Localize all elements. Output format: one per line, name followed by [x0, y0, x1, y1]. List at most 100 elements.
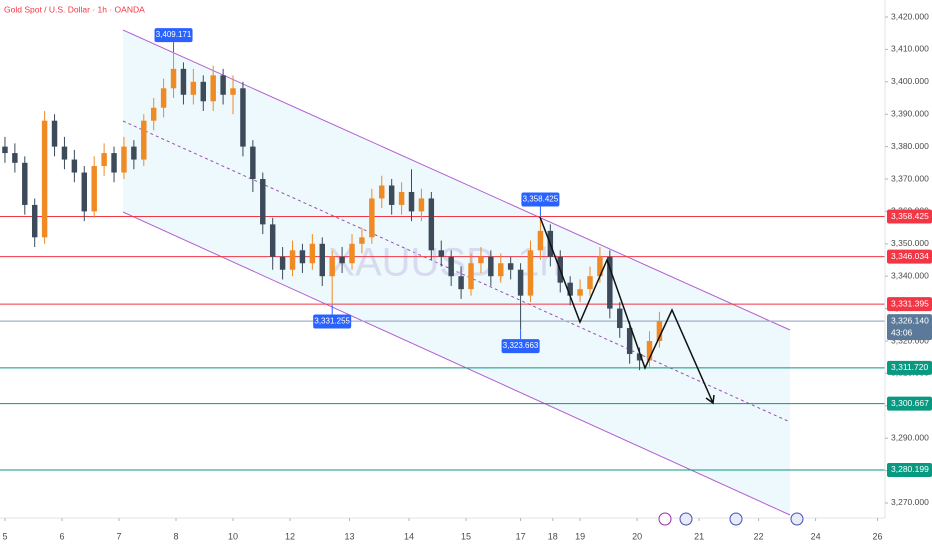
level-label: 3,358.425	[891, 211, 929, 221]
level-label: 3,311.720	[891, 362, 928, 372]
x-tick-label: 6	[59, 531, 64, 541]
candle-body	[260, 179, 266, 225]
candle-body	[656, 321, 663, 342]
candle-body	[428, 198, 435, 251]
candle-body	[458, 276, 464, 290]
x-tick-label: 15	[461, 531, 471, 541]
event-icon[interactable]	[679, 512, 693, 526]
x-tick-label: 18	[548, 531, 558, 541]
event-icon[interactable]	[658, 512, 672, 526]
candle-body	[12, 153, 18, 163]
level-tag	[887, 249, 932, 264]
candle-body	[359, 237, 365, 244]
annotation-box	[521, 192, 560, 207]
level-tag	[887, 297, 932, 312]
candle-body	[527, 250, 534, 296]
y-tick-label: 3,400.000	[891, 76, 929, 86]
candle-body	[41, 120, 48, 238]
annotation-label: 3,331.255	[314, 317, 350, 326]
candle-body	[309, 243, 316, 264]
x-tick-label: 22	[754, 531, 764, 541]
candle-body	[121, 146, 127, 173]
candle-body	[200, 81, 207, 102]
candle-body	[626, 328, 633, 354]
level-label: 3,346.034	[891, 251, 929, 261]
watermark: XAUUSD, 1h	[328, 241, 561, 285]
x-tick-label: 13	[345, 531, 355, 541]
x-tick-label: 20	[632, 531, 642, 541]
candle-body	[250, 146, 256, 180]
x-tick-label: 17	[516, 531, 526, 541]
candle-body	[299, 250, 306, 264]
annotation-label: 3,358.425	[523, 195, 559, 204]
candle-body	[210, 75, 216, 102]
candle-body	[339, 256, 345, 264]
candle-body	[71, 159, 78, 173]
event-icon[interactable]	[729, 512, 743, 526]
level-label: 3,280.199	[891, 464, 929, 474]
channel-fill	[123, 30, 790, 515]
x-tick-label: 26	[873, 531, 883, 541]
x-tick-label: 10	[228, 531, 238, 541]
candle-body	[22, 162, 28, 205]
y-tick-label: 3,340.000	[891, 270, 929, 280]
candle-body	[170, 68, 177, 89]
level-label: 3,331.395	[891, 298, 929, 308]
annotation-box	[501, 339, 540, 354]
candle-body	[507, 263, 514, 270]
candle-body	[597, 256, 603, 277]
candle-body	[478, 256, 484, 264]
y-tick-label: 3,390.000	[891, 108, 929, 118]
candle-body	[190, 81, 197, 95]
annotation-label: 3,323.663	[503, 341, 539, 350]
candle-body	[240, 88, 246, 147]
candle-body	[111, 153, 117, 173]
annotations: 3,409.171 3,358.425 3,331.255 3,323.663	[154, 28, 560, 354]
candle-body	[646, 341, 653, 361]
candle-body	[230, 88, 236, 95]
candle-body	[319, 243, 325, 277]
candle-body	[2, 146, 8, 154]
x-tick-label: 19	[575, 531, 585, 541]
level-tag	[887, 314, 932, 341]
candle-body	[160, 88, 167, 108]
annotation-label: 3,409.171	[156, 30, 192, 39]
candle-body	[537, 230, 544, 251]
x-tick-label: 5	[2, 531, 7, 541]
candle-body	[448, 256, 454, 277]
candle-body	[131, 146, 137, 160]
candle-body	[51, 120, 58, 147]
candle-body	[349, 243, 355, 264]
channel-lower	[122, 211, 791, 516]
x-tick-label: 14	[404, 531, 414, 541]
event-icon[interactable]	[790, 512, 804, 526]
level-label: 3,300.667	[891, 398, 929, 408]
y-tick-label: 3,410.000	[891, 44, 929, 54]
candle-body	[31, 204, 38, 238]
x-tick-label: 8	[174, 531, 179, 541]
candle-body	[587, 276, 593, 290]
projection-arrow	[705, 394, 715, 405]
level-tag	[887, 462, 932, 477]
annotation-box	[154, 28, 193, 43]
candle-body	[418, 198, 425, 212]
y-tick-label: 3,420.000	[891, 11, 929, 21]
channel-upper	[122, 29, 791, 331]
candle-body	[329, 256, 335, 277]
candle-body	[398, 191, 405, 205]
y-tick-label: 3,370.000	[891, 173, 929, 183]
candle-body	[379, 185, 385, 199]
y-tick-label: 3,380.000	[891, 141, 929, 151]
candle-body	[101, 153, 107, 167]
candle-body	[369, 198, 375, 238]
candles	[2, 52, 663, 371]
candle-body	[498, 263, 504, 277]
axes: 3,270.0003,280.0003,290.0003,300.0003,31…	[2, 11, 932, 541]
candle-body	[141, 120, 147, 160]
level-tag	[887, 360, 932, 375]
event-icons	[658, 512, 804, 526]
candle-body	[408, 191, 415, 212]
candle-body	[636, 353, 643, 361]
level-label: 3,326.140	[891, 315, 929, 325]
